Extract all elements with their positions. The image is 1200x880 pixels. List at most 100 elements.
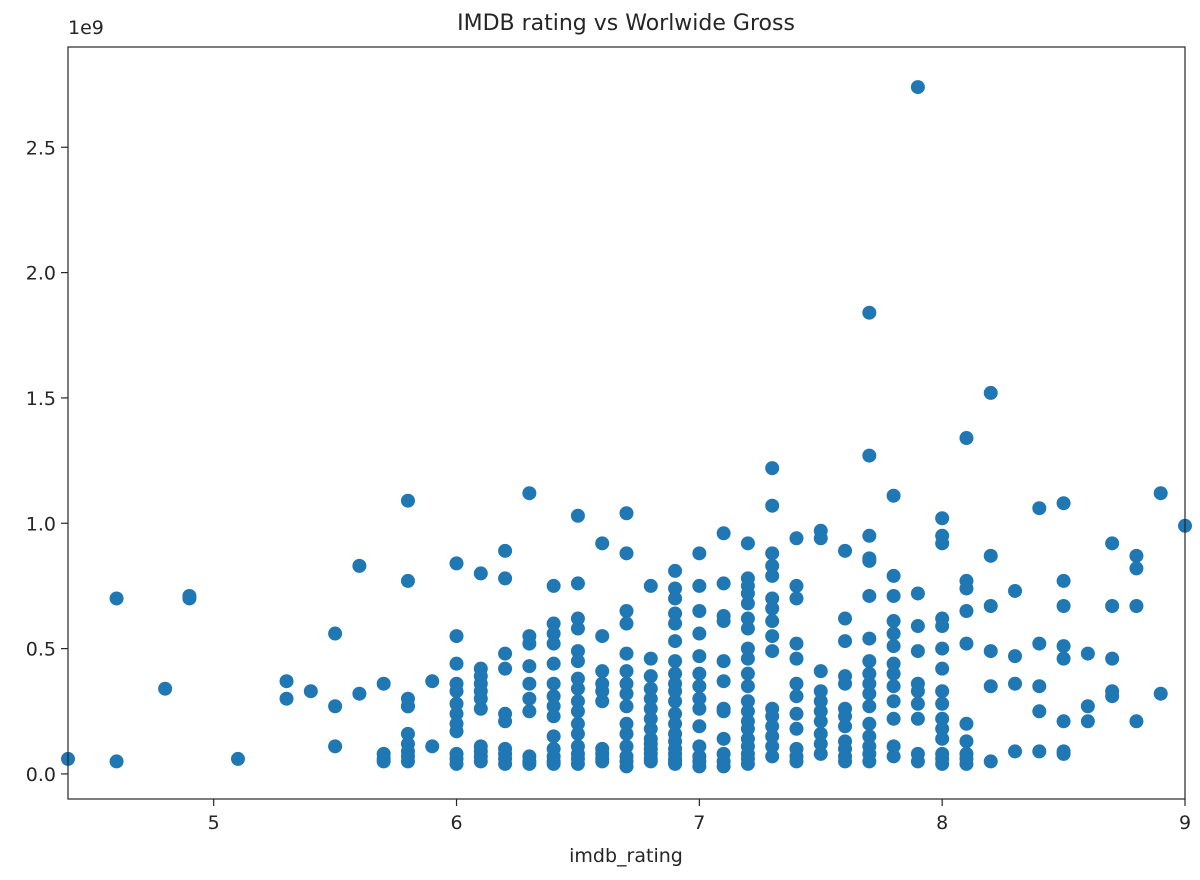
scatter-point bbox=[862, 528, 877, 543]
scatter-point bbox=[570, 654, 585, 669]
y-tick-label: 2.5 bbox=[26, 137, 56, 159]
scatter-point bbox=[328, 699, 343, 714]
scatter-point bbox=[570, 508, 585, 523]
scatter-point bbox=[935, 619, 950, 634]
scatter-point bbox=[983, 548, 998, 563]
scatter-point bbox=[740, 704, 755, 719]
scatter-point bbox=[740, 666, 755, 681]
scatter-point bbox=[668, 634, 683, 649]
scatter-point bbox=[740, 651, 755, 666]
scatter-point bbox=[473, 739, 488, 754]
scatter-point bbox=[546, 578, 561, 593]
scatter-point bbox=[716, 731, 731, 746]
scatter-point bbox=[570, 726, 585, 741]
scatter-point bbox=[1056, 651, 1071, 666]
scatter-point bbox=[425, 674, 440, 689]
scatter-point bbox=[619, 616, 634, 631]
scatter-point bbox=[935, 684, 950, 699]
scatter-point bbox=[1129, 714, 1144, 729]
scatter-point bbox=[570, 716, 585, 731]
scatter-point bbox=[765, 498, 780, 513]
scatter-point bbox=[498, 571, 513, 586]
scatter-point bbox=[886, 568, 901, 583]
scatter-point bbox=[619, 726, 634, 741]
scatter-point bbox=[716, 674, 731, 689]
scatter-point bbox=[765, 558, 780, 573]
scatter-point bbox=[716, 654, 731, 669]
scatter-point bbox=[619, 686, 634, 701]
scatter-point bbox=[595, 629, 610, 644]
scatter-point bbox=[935, 756, 950, 771]
scatter-point bbox=[546, 636, 561, 651]
scatter-point bbox=[983, 679, 998, 694]
scatter-point bbox=[400, 726, 415, 741]
scatter-point bbox=[498, 741, 513, 756]
scatter-point bbox=[570, 694, 585, 709]
scatter-point bbox=[668, 716, 683, 731]
scatter-point bbox=[158, 681, 173, 696]
scatter-point bbox=[983, 385, 998, 400]
scatter-point bbox=[789, 676, 804, 691]
scatter-point bbox=[595, 694, 610, 709]
scatter-point bbox=[619, 646, 634, 661]
scatter-point bbox=[886, 711, 901, 726]
scatter-point bbox=[668, 606, 683, 621]
scatter-point bbox=[838, 709, 853, 724]
scatter-point bbox=[546, 676, 561, 691]
scatter-point bbox=[619, 716, 634, 731]
scatter-point bbox=[862, 716, 877, 731]
scatter-point bbox=[789, 591, 804, 606]
scatter-point bbox=[570, 756, 585, 771]
scatter-points bbox=[61, 80, 1192, 774]
scatter-point bbox=[546, 689, 561, 704]
scatter-point bbox=[619, 604, 634, 618]
scatter-point bbox=[765, 461, 780, 476]
scatter-point bbox=[109, 591, 124, 606]
scatter-point bbox=[959, 431, 974, 446]
scatter-point bbox=[182, 588, 197, 603]
scatter-point bbox=[570, 671, 585, 686]
scatter-point bbox=[522, 691, 537, 706]
scatter-point bbox=[668, 591, 683, 606]
scatter-point bbox=[1008, 583, 1023, 598]
y-tick-label: 1.0 bbox=[26, 513, 56, 535]
scatter-point bbox=[595, 684, 610, 699]
scatter-point bbox=[765, 709, 780, 724]
scatter-point bbox=[692, 679, 707, 694]
scatter-point bbox=[1032, 704, 1047, 719]
scatter-point bbox=[1056, 744, 1071, 759]
scatter-point bbox=[789, 721, 804, 736]
scatter-point bbox=[619, 506, 634, 521]
scatter-point bbox=[716, 704, 731, 719]
scatter-point bbox=[1153, 486, 1168, 501]
scatter-point bbox=[838, 543, 853, 558]
scatter-point bbox=[813, 531, 828, 546]
scatter-point bbox=[935, 661, 950, 676]
scatter-point bbox=[1032, 501, 1047, 516]
y-axis: 0.0 0.5 1.0 1.5 2.0 2.5 bbox=[26, 137, 68, 786]
scatter-point bbox=[230, 751, 245, 766]
scatter-point bbox=[910, 619, 925, 634]
scatter-point bbox=[400, 493, 415, 508]
scatter-point bbox=[1105, 598, 1120, 613]
y-tick-label: 0.0 bbox=[26, 764, 56, 786]
scatter-point bbox=[692, 649, 707, 664]
scatter-point bbox=[862, 305, 877, 320]
scatter-point bbox=[910, 684, 925, 699]
x-tick-label: 8 bbox=[936, 812, 948, 834]
scatter-point bbox=[668, 616, 683, 631]
scatter-point bbox=[668, 563, 683, 578]
scatter-point bbox=[740, 596, 755, 611]
scatter-point bbox=[765, 719, 780, 734]
scatter-point bbox=[328, 626, 343, 641]
scatter-point bbox=[643, 681, 658, 696]
scatter-point bbox=[1056, 639, 1071, 654]
scatter-point bbox=[935, 721, 950, 736]
scatter-point bbox=[765, 749, 780, 764]
scatter-point bbox=[570, 621, 585, 636]
scatter-point bbox=[862, 699, 877, 714]
scatter-point bbox=[959, 734, 974, 749]
scatter-point bbox=[400, 699, 415, 714]
scatter-point bbox=[789, 578, 804, 593]
scatter-point bbox=[279, 674, 294, 689]
